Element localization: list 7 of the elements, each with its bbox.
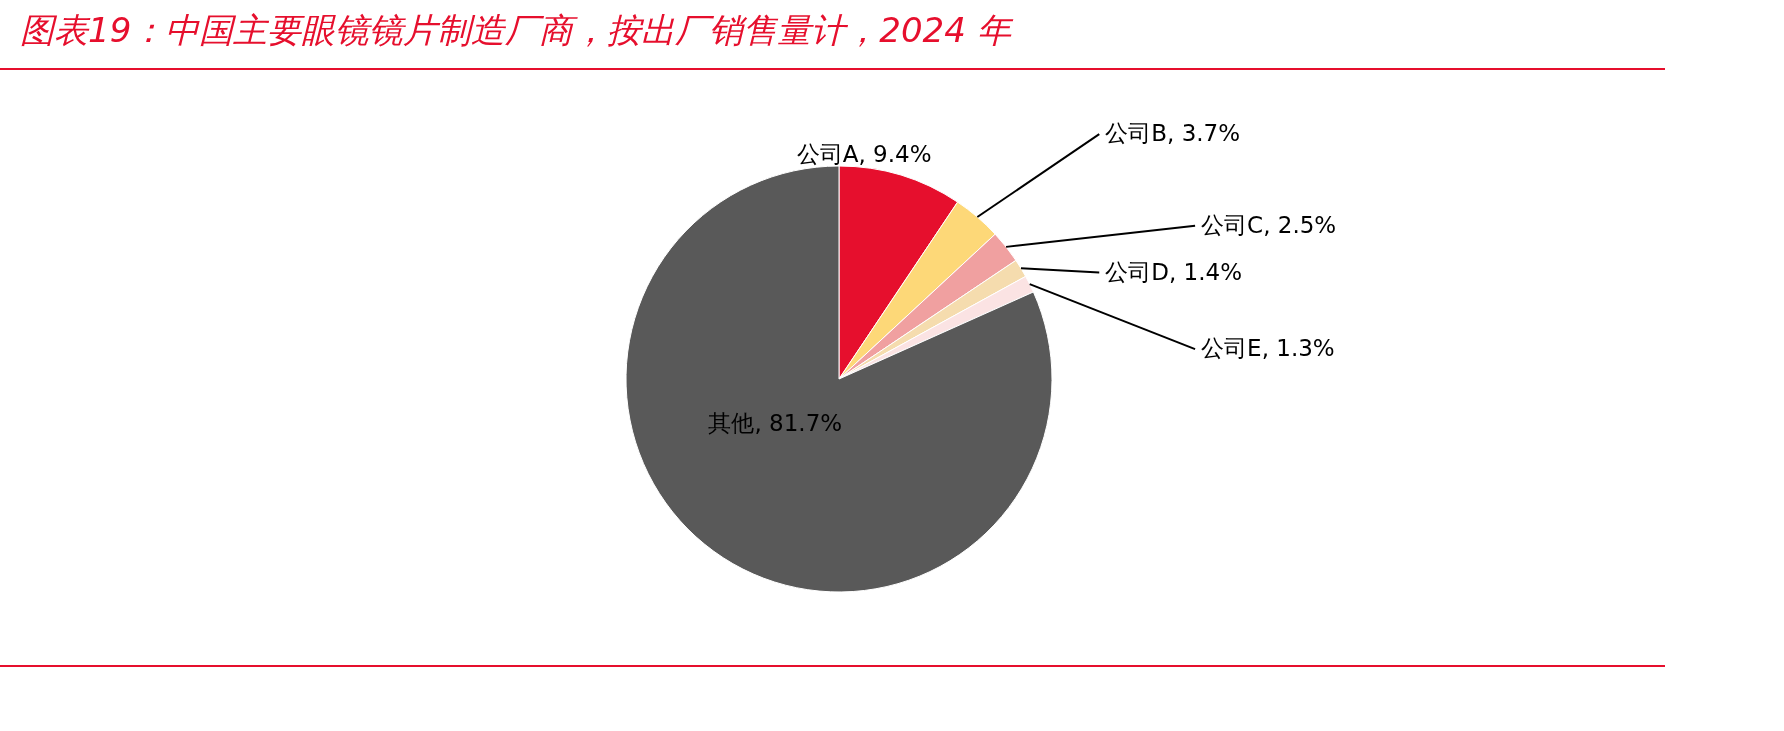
slice-label: 公司B, 3.7% bbox=[1105, 120, 1241, 147]
slice-label: 其他, 81.7% bbox=[708, 409, 843, 436]
slice-label: 公司C, 2.5% bbox=[1201, 211, 1337, 238]
slice-label: 公司D, 1.4% bbox=[1105, 258, 1243, 285]
slice-label: 公司A, 9.4% bbox=[796, 140, 932, 167]
pie-slice bbox=[625, 165, 1053, 593]
slice-label: 公司E, 1.3% bbox=[1201, 335, 1335, 362]
